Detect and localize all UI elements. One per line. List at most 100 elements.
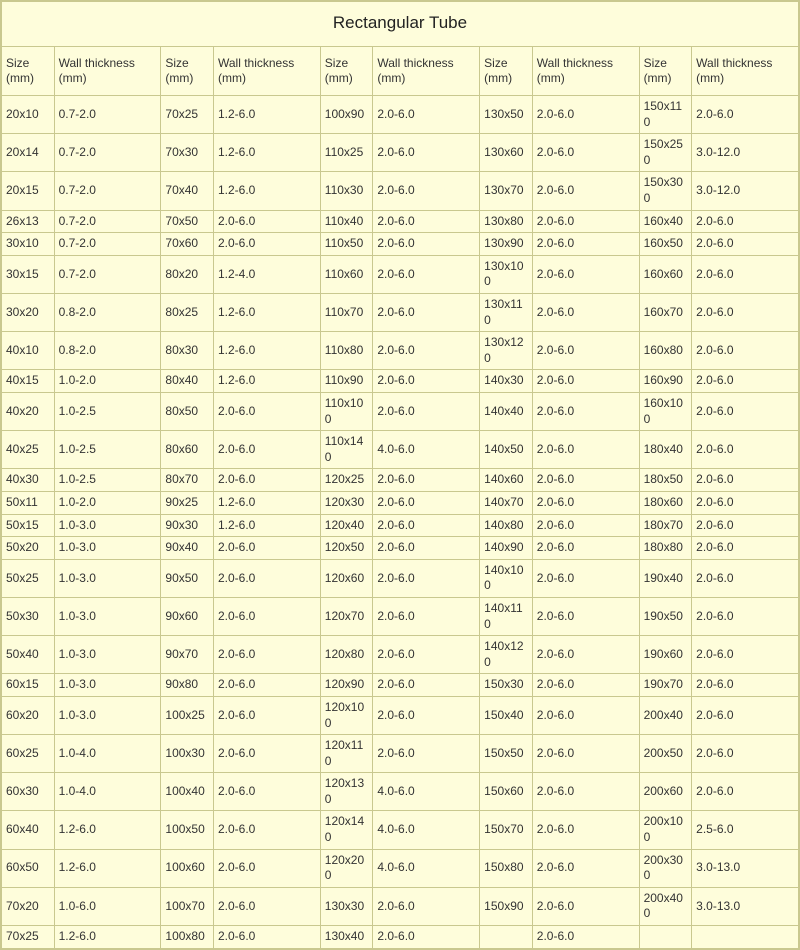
wall-cell: 2.0-6.0 [532, 469, 639, 492]
wall-cell: 1.2-6.0 [213, 294, 320, 332]
size-cell: 50x11 [2, 491, 55, 514]
title-row: Rectangular Tube [2, 2, 799, 47]
size-cell: 120x80 [320, 636, 373, 674]
wall-cell: 2.0-6.0 [213, 674, 320, 697]
size-cell: 180x40 [639, 431, 692, 469]
header-size-3: Size (mm) [320, 47, 373, 96]
wall-cell: 2.0-6.0 [373, 926, 480, 949]
size-cell: 60x20 [2, 696, 55, 734]
wall-cell: 1.0-2.5 [54, 393, 161, 431]
wall-cell: 1.2-6.0 [213, 514, 320, 537]
wall-cell: 2.0-6.0 [373, 514, 480, 537]
size-cell: 70x50 [161, 210, 214, 233]
table-row: 50x401.0-3.090x702.0-6.0120x802.0-6.0140… [2, 636, 799, 674]
header-wall-1: Wall thickness (mm) [54, 47, 161, 96]
wall-cell: 2.0-6.0 [373, 393, 480, 431]
size-cell: 40x15 [2, 370, 55, 393]
wall-cell: 2.0-6.0 [692, 393, 799, 431]
size-cell: 150x30 [480, 674, 533, 697]
wall-cell: 1.2-6.0 [54, 849, 161, 887]
header-size-4: Size (mm) [480, 47, 533, 96]
wall-cell: 2.0-6.0 [532, 491, 639, 514]
wall-cell: 2.0-6.0 [692, 255, 799, 293]
size-cell: 30x10 [2, 233, 55, 256]
size-cell: 180x80 [639, 537, 692, 560]
table-row: 60x201.0-3.0100x252.0-6.0120x1002.0-6.01… [2, 696, 799, 734]
size-cell: 90x60 [161, 597, 214, 635]
header-wall-5: Wall thickness (mm) [692, 47, 799, 96]
wall-cell: 3.0-12.0 [692, 134, 799, 172]
size-cell: 140x100 [480, 559, 533, 597]
size-cell: 160x40 [639, 210, 692, 233]
wall-cell: 2.0-6.0 [213, 926, 320, 949]
wall-cell: 1.0-3.0 [54, 696, 161, 734]
wall-cell: 2.0-6.0 [373, 96, 480, 134]
size-cell: 140x30 [480, 370, 533, 393]
size-cell: 120x30 [320, 491, 373, 514]
size-cell: 50x25 [2, 559, 55, 597]
size-cell: 110x90 [320, 370, 373, 393]
size-cell: 110x30 [320, 172, 373, 210]
size-cell: 130x50 [480, 96, 533, 134]
size-cell: 120x60 [320, 559, 373, 597]
size-cell: 90x50 [161, 559, 214, 597]
size-cell: 140x110 [480, 597, 533, 635]
wall-cell: 2.0-6.0 [213, 469, 320, 492]
spec-table: Rectangular Tube Size (mm) Wall thicknes… [1, 1, 799, 949]
wall-cell: 2.0-6.0 [532, 514, 639, 537]
wall-cell: 2.0-6.0 [692, 233, 799, 256]
wall-cell: 1.0-4.0 [54, 735, 161, 773]
size-cell: 80x20 [161, 255, 214, 293]
table-row: 50x151.0-3.090x301.2-6.0120x402.0-6.0140… [2, 514, 799, 537]
wall-cell: 2.0-6.0 [532, 537, 639, 560]
size-cell: 180x70 [639, 514, 692, 537]
size-cell: 140x80 [480, 514, 533, 537]
wall-cell: 2.0-6.0 [532, 96, 639, 134]
size-cell: 60x25 [2, 735, 55, 773]
wall-cell: 2.0-6.0 [373, 255, 480, 293]
wall-cell: 2.0-6.0 [532, 233, 639, 256]
wall-cell: 2.0-6.0 [373, 887, 480, 925]
size-cell: 160x100 [639, 393, 692, 431]
size-cell: 40x25 [2, 431, 55, 469]
size-cell: 200x100 [639, 811, 692, 849]
header-row: Size (mm) Wall thickness (mm) Size (mm) … [2, 47, 799, 96]
size-cell: 150x40 [480, 696, 533, 734]
size-cell: 140x60 [480, 469, 533, 492]
wall-cell: 2.0-6.0 [373, 332, 480, 370]
wall-cell: 1.2-6.0 [213, 370, 320, 393]
size-cell: 120x40 [320, 514, 373, 537]
size-cell: 100x40 [161, 773, 214, 811]
size-cell: 90x40 [161, 537, 214, 560]
size-cell: 30x15 [2, 255, 55, 293]
size-cell: 150x50 [480, 735, 533, 773]
size-cell: 80x60 [161, 431, 214, 469]
wall-cell: 2.0-6.0 [373, 469, 480, 492]
size-cell: 110x60 [320, 255, 373, 293]
size-cell: 180x50 [639, 469, 692, 492]
size-cell: 80x40 [161, 370, 214, 393]
wall-cell: 2.0-6.0 [373, 210, 480, 233]
wall-cell: 1.0-2.0 [54, 491, 161, 514]
wall-cell: 2.0-6.0 [213, 849, 320, 887]
header-wall-2: Wall thickness (mm) [213, 47, 320, 96]
size-cell: 120x50 [320, 537, 373, 560]
table-row: 60x501.2-6.0100x602.0-6.0120x2004.0-6.01… [2, 849, 799, 887]
wall-cell: 1.0-3.0 [54, 674, 161, 697]
wall-cell: 4.0-6.0 [373, 849, 480, 887]
size-cell: 190x60 [639, 636, 692, 674]
wall-cell: 1.2-6.0 [213, 96, 320, 134]
wall-cell: 2.0-6.0 [692, 537, 799, 560]
table-row: 40x301.0-2.580x702.0-6.0120x252.0-6.0140… [2, 469, 799, 492]
wall-cell: 1.0-3.0 [54, 636, 161, 674]
header-size-2: Size (mm) [161, 47, 214, 96]
wall-cell: 2.0-6.0 [213, 233, 320, 256]
wall-cell: 2.0-6.0 [373, 636, 480, 674]
table-row: 40x201.0-2.580x502.0-6.0110x1002.0-6.014… [2, 393, 799, 431]
wall-cell: 0.8-2.0 [54, 332, 161, 370]
size-cell: 30x20 [2, 294, 55, 332]
size-cell: 60x50 [2, 849, 55, 887]
header-size-5: Size (mm) [639, 47, 692, 96]
size-cell: 200x400 [639, 887, 692, 925]
wall-cell: 2.0-6.0 [532, 134, 639, 172]
